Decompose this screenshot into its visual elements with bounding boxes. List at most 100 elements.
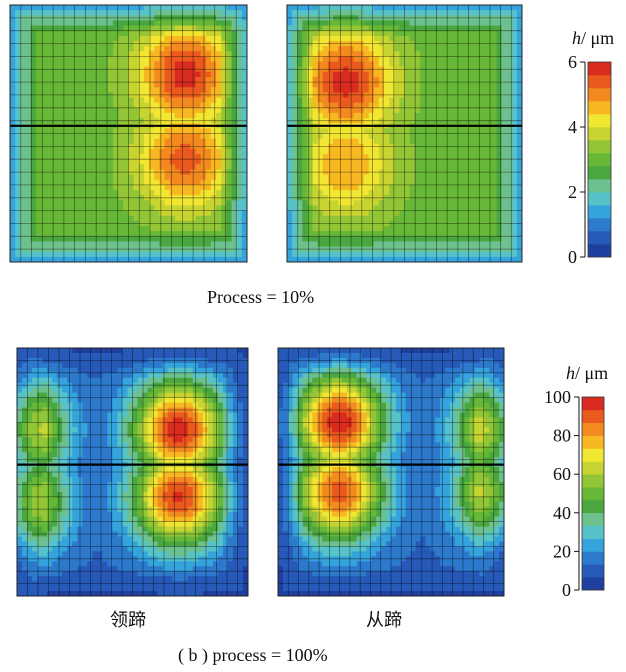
heatmap-cell <box>353 20 359 26</box>
heatmap-cell <box>200 215 207 222</box>
heatmap-cell <box>10 40 16 47</box>
heatmap-cell <box>25 143 32 150</box>
heatmap-cell <box>236 231 243 237</box>
heatmap-cell <box>154 241 160 247</box>
heatmap-cell <box>200 97 207 104</box>
heatmap-cell <box>226 71 232 78</box>
heatmap-cell <box>97 15 104 21</box>
heatmap-cell <box>128 102 135 109</box>
heatmap-cell <box>332 87 339 93</box>
heatmap-cell <box>51 195 57 201</box>
heatmap-cell <box>511 200 518 206</box>
heatmap-cell <box>450 112 456 119</box>
heatmap-cell <box>481 87 487 93</box>
heatmap-cell <box>476 102 482 109</box>
heatmap-cell <box>174 97 181 104</box>
heatmap-cell <box>92 246 98 253</box>
heatmap-cell <box>71 179 78 186</box>
heatmap-cell <box>496 56 502 62</box>
heatmap-cell <box>373 25 380 32</box>
heatmap-cell <box>195 154 202 160</box>
heatmap-cell <box>445 169 451 176</box>
heatmap-cell <box>169 35 176 42</box>
heatmap-cell <box>231 118 238 124</box>
heatmap-cell <box>152 348 159 354</box>
heatmap-cell <box>312 231 319 237</box>
heatmap-cell <box>190 174 196 181</box>
heatmap-cell <box>51 97 57 104</box>
heatmap-cell <box>185 51 191 57</box>
heatmap-cell <box>107 87 114 93</box>
heatmap-cell <box>107 256 114 263</box>
heatmap-cell <box>118 220 124 227</box>
heatmap-cell <box>317 30 324 37</box>
heatmap-cell <box>87 118 93 124</box>
heatmap-cell <box>76 200 83 206</box>
heatmap-cell <box>128 46 135 52</box>
heatmap-cell <box>445 82 451 88</box>
heatmap-cell <box>297 20 303 26</box>
heatmap-cell <box>107 92 114 98</box>
heatmap-cell <box>22 357 28 364</box>
heatmap-cell <box>292 133 298 140</box>
heatmap-cell <box>511 190 518 196</box>
heatmap-cell <box>25 118 32 124</box>
heatmap-cell <box>76 25 83 32</box>
heatmap-cell <box>384 128 390 134</box>
heatmap-cell <box>164 246 171 253</box>
heatmap-cell <box>15 210 21 217</box>
heatmap-cell <box>440 174 446 181</box>
heatmap-cell <box>236 143 243 150</box>
heatmap-cell <box>30 154 37 160</box>
heatmap-cell <box>174 10 181 16</box>
heatmap-cell <box>40 15 47 21</box>
heatmap-cell <box>216 10 222 16</box>
heatmap-cell <box>455 143 462 150</box>
heatmap-cell <box>358 35 365 42</box>
heatmap-cell <box>287 148 293 155</box>
heatmap-cell <box>409 87 416 93</box>
heatmap-cell <box>302 226 308 232</box>
heatmap-cell <box>51 118 57 124</box>
heatmap-cell <box>133 87 140 93</box>
heatmap-cell <box>107 112 114 119</box>
heatmap-cell <box>287 71 293 78</box>
heatmap-cell <box>132 362 138 369</box>
heatmap-cell <box>476 76 482 83</box>
heatmap-cell <box>348 82 354 88</box>
heatmap-cell <box>71 220 78 227</box>
heatmap-cell <box>107 128 114 134</box>
heatmap-cell <box>25 251 32 258</box>
heatmap-cell <box>435 133 441 140</box>
heatmap-cell <box>180 256 186 263</box>
heatmap-cell <box>174 154 181 160</box>
heatmap-cell <box>169 231 176 237</box>
heatmap-cell <box>389 66 395 73</box>
heatmap-cell <box>399 236 405 242</box>
heatmap-cell <box>51 179 57 186</box>
heatmap-cell <box>481 40 487 47</box>
heatmap-cell <box>287 184 293 191</box>
heatmap-cell <box>414 159 421 165</box>
heatmap-cell <box>40 66 47 73</box>
heatmap-cells-a-left <box>10 5 248 263</box>
heatmap-cell <box>455 210 462 217</box>
heatmap-cell <box>409 10 416 16</box>
heatmap-cell <box>332 148 339 155</box>
heatmap-cell <box>292 210 298 217</box>
heatmap-cell <box>25 66 32 73</box>
heatmap-cell <box>25 10 32 16</box>
heatmap-cell <box>338 92 344 98</box>
heatmap-cell <box>231 107 238 114</box>
heatmap-cell <box>317 226 324 232</box>
heatmap-cell <box>332 71 339 78</box>
heatmap-cell <box>35 231 42 237</box>
heatmap-cell <box>353 40 359 47</box>
heatmap-cell <box>169 184 176 191</box>
heatmap-cell <box>450 15 456 21</box>
heatmap-cell <box>516 148 523 155</box>
heatmap-cell <box>322 184 329 191</box>
heatmap-cell <box>221 20 227 26</box>
heatmap-cell <box>511 241 518 247</box>
heatmap-cell <box>174 143 181 150</box>
